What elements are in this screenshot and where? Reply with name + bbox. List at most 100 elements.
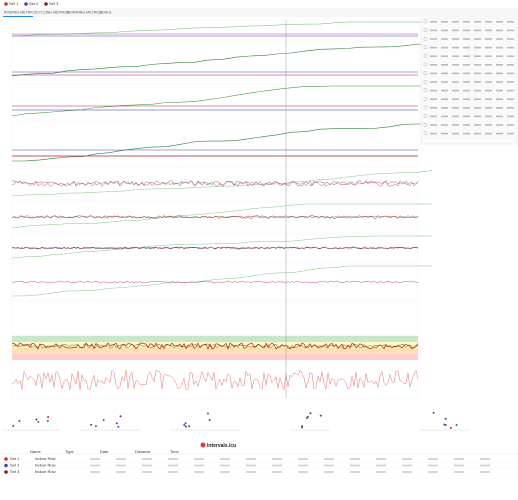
chart-panel bbox=[11, 201, 419, 233]
cell bbox=[452, 64, 459, 66]
legend-dot bbox=[4, 2, 8, 6]
mini-dot bbox=[184, 425, 187, 428]
trace bbox=[11, 280, 419, 284]
cell bbox=[485, 124, 492, 126]
cell bbox=[474, 55, 481, 57]
cell bbox=[463, 38, 470, 40]
cell-bar bbox=[194, 458, 204, 460]
cell bbox=[452, 107, 459, 109]
chart-panel bbox=[11, 361, 419, 399]
cell bbox=[496, 46, 503, 49]
cell-bar bbox=[428, 471, 438, 473]
tab[interactable]: GOALS bbox=[99, 10, 112, 14]
cell bbox=[463, 55, 470, 57]
cell bbox=[430, 55, 437, 57]
cell-bar bbox=[480, 458, 490, 460]
table-cell: Set 3 bbox=[10, 469, 20, 474]
cell-bar bbox=[376, 458, 386, 460]
cell bbox=[485, 107, 492, 109]
cell bbox=[507, 89, 514, 92]
cell bbox=[463, 64, 470, 66]
row-box bbox=[423, 62, 428, 67]
trace bbox=[11, 43, 433, 77]
cell bbox=[507, 38, 514, 40]
legend-dot bbox=[24, 2, 28, 6]
row-box bbox=[423, 19, 428, 24]
table-header: Date bbox=[100, 449, 109, 454]
cell bbox=[452, 46, 459, 49]
legend-dot bbox=[44, 2, 48, 6]
cell bbox=[430, 29, 437, 32]
cell-bar bbox=[298, 464, 308, 467]
cell-bar bbox=[402, 464, 412, 467]
chart-panel bbox=[11, 233, 419, 263]
mini-dot bbox=[37, 420, 40, 423]
table-header: Name bbox=[30, 449, 41, 454]
cell bbox=[485, 64, 492, 66]
cell bbox=[485, 132, 492, 135]
cell-bar bbox=[324, 471, 334, 473]
cell bbox=[496, 72, 503, 75]
mini-dot bbox=[206, 412, 209, 415]
cell bbox=[441, 98, 448, 100]
chart-panel bbox=[11, 41, 419, 81]
cell bbox=[452, 55, 459, 57]
cell bbox=[430, 38, 437, 40]
cell bbox=[507, 55, 514, 57]
mini-dot bbox=[119, 415, 122, 418]
trace bbox=[11, 21, 432, 37]
row-dot bbox=[4, 457, 8, 461]
row-box bbox=[423, 54, 428, 58]
cell-bar bbox=[324, 464, 334, 467]
row-box bbox=[423, 37, 428, 41]
mini-dot bbox=[443, 423, 446, 426]
trace bbox=[11, 181, 419, 186]
cell bbox=[463, 72, 470, 75]
mini-panels bbox=[2, 411, 470, 431]
legend-label: Set 3 bbox=[49, 1, 59, 6]
cell bbox=[441, 115, 448, 118]
cell bbox=[441, 132, 448, 135]
tab[interactable]: SWIMMING METRICS bbox=[66, 10, 103, 14]
cell-bar bbox=[116, 464, 126, 467]
cell-bar bbox=[90, 471, 100, 473]
cell bbox=[430, 115, 437, 118]
mini-dot bbox=[444, 423, 447, 426]
tab[interactable]: ROWING METRICS bbox=[4, 10, 37, 14]
cell-bar bbox=[350, 471, 360, 473]
cell-bar bbox=[90, 458, 100, 460]
cell bbox=[430, 89, 437, 92]
cell-bar bbox=[116, 471, 126, 473]
mini-dot bbox=[449, 426, 452, 429]
cell bbox=[452, 89, 459, 92]
row-box bbox=[423, 71, 428, 75]
table-cell: Indoor Row bbox=[35, 463, 56, 468]
cell bbox=[474, 81, 481, 83]
chart-panel bbox=[11, 166, 419, 201]
cell bbox=[441, 38, 448, 40]
cell bbox=[474, 132, 481, 135]
cell bbox=[452, 124, 459, 126]
brand-logo bbox=[200, 442, 206, 448]
mini-dot bbox=[90, 423, 93, 426]
trace bbox=[11, 85, 432, 117]
tab[interactable]: CYCLING METRICS bbox=[36, 10, 70, 14]
cell-bar bbox=[454, 471, 464, 473]
cell bbox=[485, 29, 492, 32]
cell bbox=[463, 29, 470, 32]
cell-bar bbox=[168, 458, 178, 460]
cell bbox=[496, 98, 503, 100]
trace bbox=[11, 180, 419, 187]
cell bbox=[430, 98, 437, 100]
row-box bbox=[423, 97, 428, 101]
cell bbox=[441, 107, 448, 109]
mini-dot bbox=[183, 424, 186, 427]
cell bbox=[463, 132, 470, 135]
cell bbox=[474, 107, 481, 109]
cell bbox=[452, 98, 459, 100]
cell-bar bbox=[220, 471, 230, 473]
cell-bar bbox=[142, 464, 152, 467]
mini-dot bbox=[208, 419, 211, 422]
cell bbox=[441, 55, 448, 57]
